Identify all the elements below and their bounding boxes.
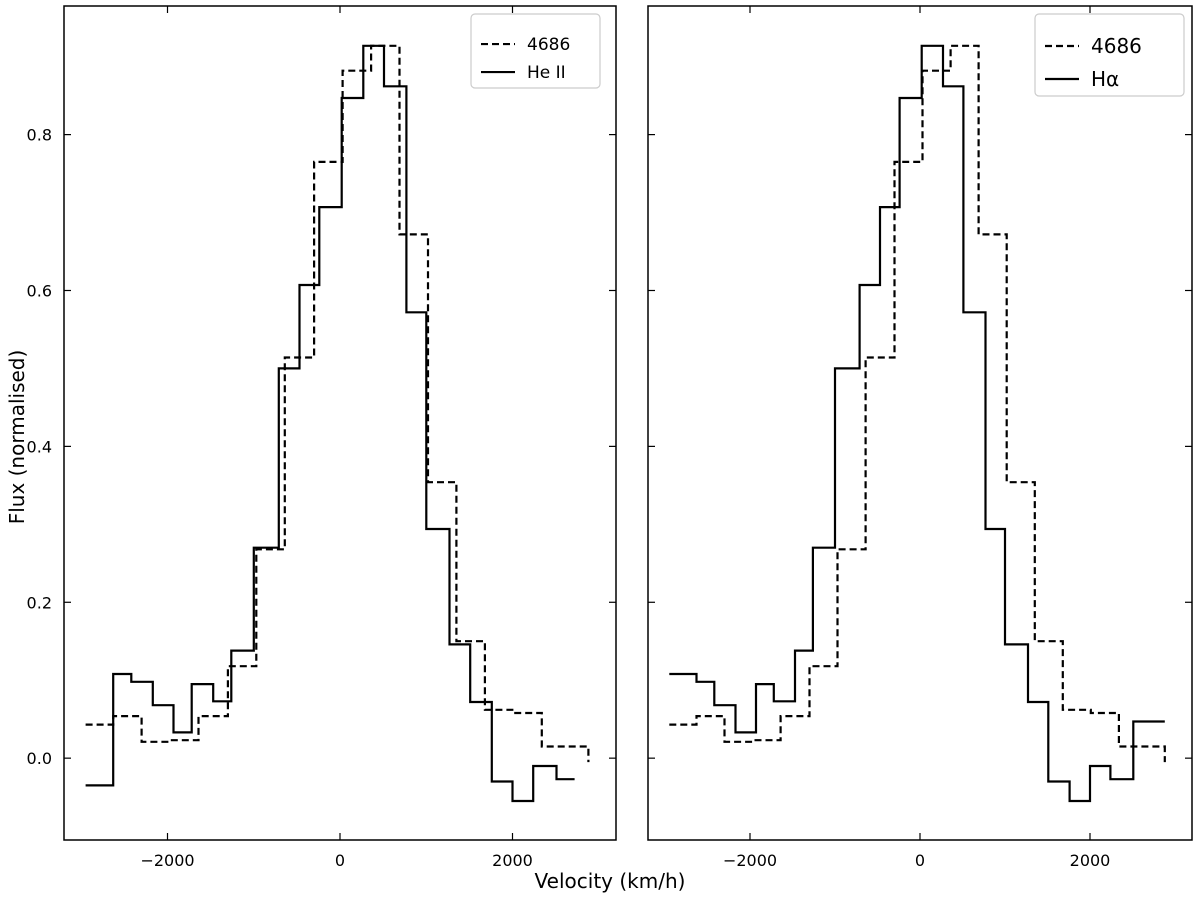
legend-label: He II [527,63,566,83]
y-tick-label: 0.0 [27,749,52,768]
left-panel: −2000 0 2000 0.0 0.2 0.4 0.6 0.8 4686 He II [27,5,617,870]
series-solid-line [669,44,1165,803]
series-solid-line [85,44,575,803]
legend-box [470,13,601,89]
legend-label: Hα [1091,67,1119,91]
x-tick-label: −2000 [140,851,194,870]
x-tick-label: 0 [915,851,925,870]
right-panel: −2000 0 2000 4686 Hα [647,5,1193,870]
x-tick-label: 2000 [492,851,533,870]
y-tick-label: 0.2 [27,593,52,612]
legend-box [1034,13,1185,97]
legend: 4686 He II [470,13,601,89]
series-dashed-line [669,44,1166,763]
x-axis-label: Velocity (km/h) [535,869,686,893]
x-tick-label: −2000 [723,851,777,870]
legend-label: 4686 [527,35,570,55]
y-tick-label: 0.6 [27,281,52,300]
y-tick-label: 0.8 [27,126,52,145]
x-tick-label: 2000 [1070,851,1111,870]
legend: 4686 Hα [1034,13,1185,97]
legend-label: 4686 [1091,34,1142,58]
y-tick-label: 0.4 [27,437,52,456]
x-tick-label: 0 [335,851,345,870]
y-axis-label: Flux (normalised) [5,350,29,525]
